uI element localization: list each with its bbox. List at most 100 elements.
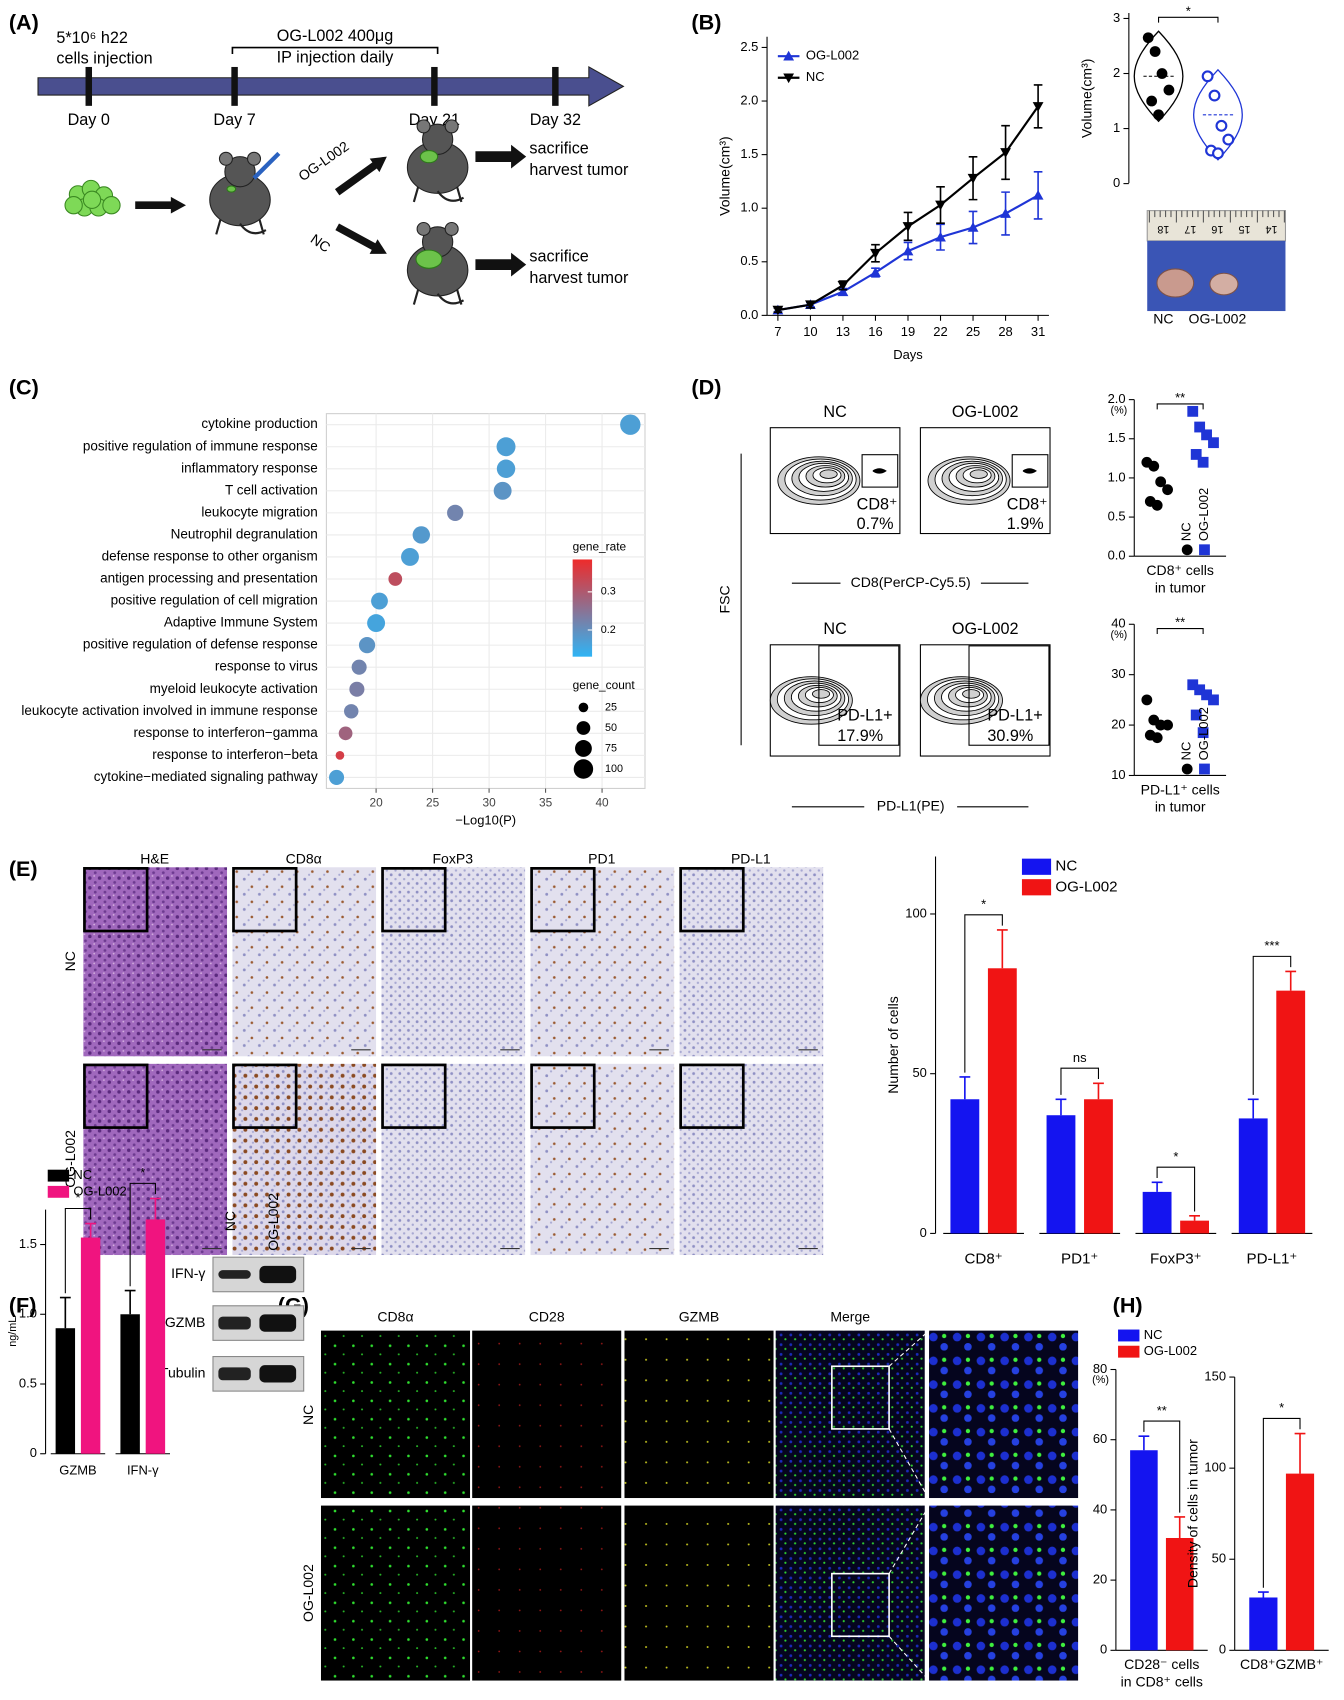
error-bar (1247, 1098, 1259, 1119)
timeline-tick (231, 66, 238, 106)
x-tick-label: PD-L1⁺ (1247, 1250, 1298, 1267)
legend-label: OG-L002 (1144, 1343, 1197, 1358)
ruler-number: 18 (1157, 223, 1169, 235)
significance-bracket (1252, 955, 1292, 1095)
stain-label: CD8α (286, 850, 322, 866)
ruler-number: 16 (1211, 223, 1223, 235)
error-bar (1174, 1516, 1186, 1538)
ruler-number: 15 (1238, 223, 1250, 235)
row-label: NC (62, 951, 78, 971)
significance-bracket (129, 1182, 156, 1287)
error-bar (150, 1197, 161, 1220)
arrow (135, 196, 186, 214)
ihc-inset (83, 867, 149, 933)
marker (1197, 727, 1209, 739)
ihc-inset (679, 867, 745, 933)
significance-label: ns (1073, 1050, 1087, 1065)
fluor-image (624, 1505, 774, 1681)
error-bar (1294, 1432, 1306, 1474)
y-tick-label: 0 (1219, 1642, 1226, 1657)
y-tick-label: 1.0 (740, 200, 758, 215)
significance-bracket (64, 1207, 92, 1294)
ruler-number: 14 (1265, 223, 1277, 235)
x-axis-label: in CD8⁺ cells (1121, 1673, 1203, 1689)
size-legend-marker (576, 721, 591, 735)
significance-bracket (1060, 1067, 1099, 1095)
series-line (777, 105, 1039, 312)
marker (935, 200, 946, 211)
band-label: Tubulin (160, 1365, 206, 1381)
mouse-head (224, 156, 256, 188)
y-tick-label: 3 (1113, 10, 1120, 25)
legend-swatch (1021, 858, 1052, 875)
error-bar (1285, 970, 1297, 991)
timeline-tick (552, 66, 559, 106)
bar (1142, 1191, 1172, 1234)
category-label: leukocyte activation involved in immune … (21, 703, 317, 718)
bubble (401, 547, 419, 566)
cell (64, 196, 83, 215)
mouse-ear (218, 151, 233, 166)
gate-label: CD8⁺ (1007, 496, 1048, 514)
marker (935, 231, 946, 242)
size-legend-label: 25 (605, 701, 617, 713)
gate-label: CD8⁺ (857, 496, 898, 514)
y-axis-label: (%) (1111, 629, 1128, 641)
row-label: OG-L002 (300, 1564, 316, 1622)
blot-band (218, 1367, 251, 1381)
legend-marker (783, 50, 795, 61)
y-axis-label: ng/mL (7, 1317, 19, 1347)
mouse-legs (412, 289, 465, 305)
panel-label: (E) (9, 856, 38, 881)
size-legend-marker (573, 759, 594, 779)
bar (1238, 1118, 1268, 1234)
legend-label: OG-L002 (1055, 878, 1117, 895)
lane-label: OG-L002 (265, 1193, 281, 1251)
marker (967, 173, 979, 184)
bubble (367, 614, 386, 633)
fluor-image (775, 1505, 925, 1681)
panel-label: (F) (9, 1293, 37, 1318)
error-bar (85, 1222, 97, 1238)
panel-label: (C) (9, 375, 39, 400)
bar (950, 1099, 980, 1234)
significance-bracket (964, 914, 1003, 1073)
legend-marker (1181, 544, 1193, 556)
x-axis-label: CD8⁺ cells (1146, 562, 1213, 578)
y-tick-label: 40 (1093, 1501, 1107, 1516)
panel-label: (H) (1113, 1293, 1143, 1318)
legend-label: OG-L002 (806, 48, 859, 63)
arm-label: NC (308, 231, 334, 256)
bar (1249, 1597, 1278, 1651)
violin (1133, 30, 1184, 123)
y-tick-label: 50 (1212, 1551, 1226, 1566)
legend-marker (1199, 544, 1210, 556)
tumor-photo (1156, 268, 1195, 298)
syringe (252, 151, 281, 180)
band-label: GZMB (165, 1314, 206, 1330)
x-tick-label: 10 (803, 324, 817, 339)
marker (1032, 189, 1044, 200)
legend-swatch (47, 1185, 70, 1198)
y-tick-label: 80 (1093, 1361, 1107, 1376)
x-axis-label: PD-L1⁺ cells (1141, 781, 1220, 797)
significance-label: ** (1175, 615, 1185, 630)
x-tick-label: CD8⁺ (964, 1250, 1002, 1267)
category-label: cytokine production (201, 416, 317, 431)
legend-marker (783, 73, 795, 84)
y-tick-label: 0.5 (1108, 508, 1126, 523)
fluor-image (929, 1330, 1079, 1499)
legend-title: gene_rate (573, 540, 627, 554)
category-label: T cell activation (225, 482, 318, 497)
legend-marker (1199, 763, 1210, 775)
injection-text: 5*10⁶ h22 (56, 29, 127, 47)
legend-label: NC (1179, 742, 1194, 761)
blot-band (218, 1316, 251, 1330)
photo-label: OG-L002 (1189, 310, 1247, 326)
row-label: NC (300, 1405, 316, 1425)
gate-pct: 17.9% (837, 727, 883, 745)
marker (902, 222, 914, 232)
marker (1208, 437, 1219, 449)
significance-bracket (1262, 1417, 1301, 1588)
flow-group: OG-L002 (952, 403, 1019, 421)
